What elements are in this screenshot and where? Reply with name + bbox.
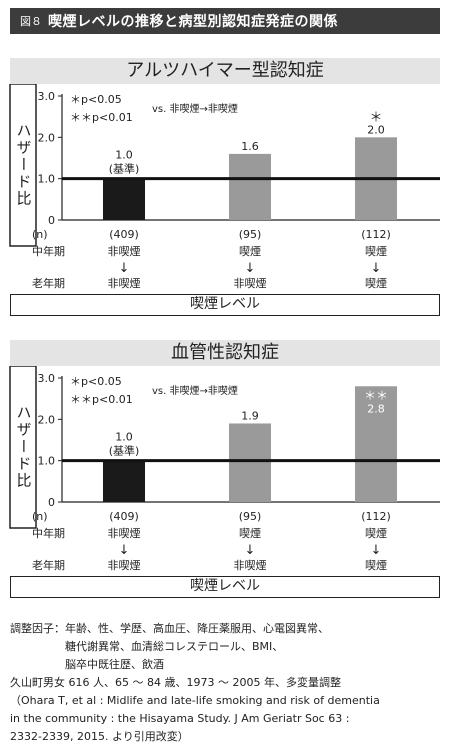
n-value: (95) bbox=[239, 510, 262, 523]
y-tick-label: 1.0 bbox=[38, 455, 56, 468]
transition-arrow: ↓ bbox=[245, 543, 256, 558]
chart-alzheimer: ハザード比01.02.03.01.0(基準)1.6＊2.0＊p<0.05＊＊p<… bbox=[9, 84, 440, 290]
n-label: (n) bbox=[32, 228, 48, 241]
data-label: 1.0 bbox=[115, 149, 133, 162]
panel-title-vascular: 血管性認知症 bbox=[10, 340, 440, 366]
latelife-status: 喫煙 bbox=[365, 277, 387, 290]
ylabel-box bbox=[9, 366, 37, 529]
significance-mark: ＊＊ bbox=[364, 388, 388, 402]
midlife-status: 喫煙 bbox=[365, 245, 387, 258]
significance-legend: ＊p<0.05 bbox=[70, 93, 122, 106]
latelife-row-label: 老年期 bbox=[32, 558, 65, 572]
bar bbox=[103, 460, 145, 502]
bar bbox=[229, 153, 271, 220]
comparison-note: vs. 非喫煙→非喫煙 bbox=[152, 385, 238, 397]
baseline-note: (基準) bbox=[109, 444, 140, 458]
footer-notes: 調整因子： 年齢、性、学歴、高血圧、降圧薬服用、心電図異常、 糖代謝異常、血清総… bbox=[10, 620, 442, 746]
figure-header: 図８ 喫煙レベルの推移と病型別認知症発症の関係 bbox=[10, 8, 440, 34]
transition-arrow: ↓ bbox=[245, 261, 256, 276]
significance-legend: ＊＊p<0.01 bbox=[70, 393, 133, 406]
n-label: (n) bbox=[32, 510, 48, 523]
data-label: 2.0 bbox=[367, 123, 385, 136]
midlife-row-label: 中年期 bbox=[32, 244, 65, 258]
transition-arrow: ↓ bbox=[371, 261, 382, 276]
latelife-status: 非喫煙 bbox=[108, 277, 141, 290]
n-value: (112) bbox=[361, 510, 391, 523]
ylabel: ハザード比 bbox=[15, 405, 33, 490]
comparison-note: vs. 非喫煙→非喫煙 bbox=[152, 103, 238, 115]
y-tick-label: 2.0 bbox=[38, 413, 56, 426]
xlabel-alzheimer: 喫煙レベル bbox=[10, 294, 440, 316]
adjustment-line: 糖代謝異常、血清総コレステロール、BMI、 bbox=[65, 640, 284, 653]
significance-mark: ＊ bbox=[369, 110, 382, 125]
adjustment-line: 年齢、性、学歴、高血圧、降圧薬服用、心電図異常、 bbox=[65, 622, 329, 635]
panel-title-alzheimer: アルツハイマー型認知症 bbox=[10, 58, 440, 84]
chart-vascular: ハザード比01.02.03.01.0(基準)1.9＊＊2.8＊p<0.05＊＊p… bbox=[9, 366, 440, 572]
significance-legend: ＊p<0.05 bbox=[70, 375, 122, 388]
data-label: 1.0 bbox=[115, 431, 133, 444]
data-label: 1.9 bbox=[241, 409, 259, 422]
adjustment-line: 脳卒中既往歴、飲酒 bbox=[65, 658, 164, 671]
data-label: 2.8 bbox=[367, 402, 385, 415]
midlife-status: 喫煙 bbox=[239, 527, 261, 540]
latelife-row-label: 老年期 bbox=[32, 276, 65, 290]
adjustment-factors: 調整因子： 年齢、性、学歴、高血圧、降圧薬服用、心電図異常、 糖代謝異常、血清総… bbox=[10, 620, 442, 674]
figure-title: 喫煙レベルの推移と病型別認知症発症の関係 bbox=[48, 14, 338, 30]
latelife-status: 喫煙 bbox=[365, 559, 387, 572]
latelife-status: 非喫煙 bbox=[108, 559, 141, 572]
midlife-status: 非喫煙 bbox=[108, 527, 141, 540]
n-value: (95) bbox=[239, 228, 262, 241]
data-label: 1.6 bbox=[241, 140, 259, 153]
midlife-status: 非喫煙 bbox=[108, 245, 141, 258]
y-tick-label: 0 bbox=[48, 214, 55, 227]
midlife-row-label: 中年期 bbox=[32, 526, 65, 540]
n-value: (409) bbox=[109, 228, 139, 241]
y-tick-label: 1.0 bbox=[38, 173, 56, 186]
transition-arrow: ↓ bbox=[119, 543, 130, 558]
midlife-status: 喫煙 bbox=[365, 527, 387, 540]
n-value: (409) bbox=[109, 510, 139, 523]
significance-legend: ＊＊p<0.01 bbox=[70, 111, 133, 124]
bar bbox=[229, 423, 271, 502]
y-tick-label: 2.0 bbox=[38, 131, 56, 144]
bar bbox=[355, 386, 397, 502]
baseline-note: (基準) bbox=[109, 162, 140, 176]
study-description: 久山町男女 616 人、65 ～ 84 歳、1973 ～ 2005 年、多変量調… bbox=[10, 676, 341, 689]
xlabel-vascular: 喫煙レベル bbox=[10, 576, 440, 598]
citation-line: 2332-2339, 2015. より引用改変） bbox=[10, 730, 189, 743]
n-value: (112) bbox=[361, 228, 391, 241]
y-tick-label: 3.0 bbox=[38, 90, 56, 103]
ylabel-box bbox=[9, 84, 37, 247]
latelife-status: 非喫煙 bbox=[234, 559, 267, 572]
y-tick-label: 0 bbox=[48, 496, 55, 509]
midlife-status: 喫煙 bbox=[239, 245, 261, 258]
figure-number: 図８ bbox=[20, 15, 42, 28]
ylabel: ハザード比 bbox=[15, 123, 33, 208]
adjustment-label: 調整因子： bbox=[10, 622, 65, 635]
transition-arrow: ↓ bbox=[371, 543, 382, 558]
bar bbox=[103, 178, 145, 220]
y-tick-label: 3.0 bbox=[38, 372, 56, 385]
latelife-status: 非喫煙 bbox=[234, 277, 267, 290]
citation-line: （Ohara T, et al : Midlife and late-life … bbox=[10, 694, 380, 707]
citation-line: in the community : the Hisayama Study. J… bbox=[10, 712, 350, 725]
transition-arrow: ↓ bbox=[119, 261, 130, 276]
